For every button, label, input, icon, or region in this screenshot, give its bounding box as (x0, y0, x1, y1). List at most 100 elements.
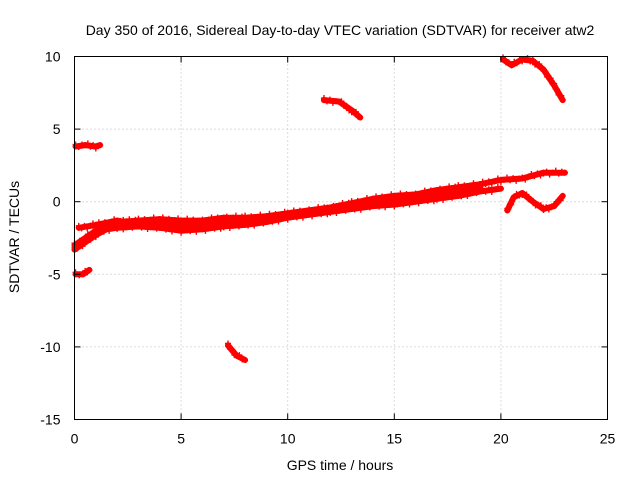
data-point (507, 177, 514, 184)
data-point (108, 218, 115, 225)
data-point (470, 180, 477, 187)
data-point (165, 222, 172, 229)
data-point (87, 236, 94, 243)
data-point (190, 216, 197, 223)
data-point (98, 221, 105, 228)
y-tick-label: 5 (53, 121, 61, 137)
data-point (366, 201, 373, 208)
data-point (373, 197, 380, 204)
data-point (150, 220, 157, 227)
data-point (75, 224, 82, 231)
series-main-band-upper (71, 167, 568, 249)
data-point (455, 189, 462, 196)
data-point (336, 205, 343, 212)
data-point (482, 181, 489, 188)
data-point (138, 223, 145, 230)
data-point (488, 188, 495, 195)
data-point (114, 217, 121, 224)
data-point (82, 239, 89, 246)
data-point (290, 210, 297, 217)
data-point (446, 183, 453, 190)
data-point (491, 186, 498, 193)
data-point (184, 221, 191, 228)
data-point (117, 223, 124, 230)
series-main-band-secondary (75, 185, 483, 232)
data-point (245, 220, 252, 227)
data-point (537, 202, 544, 209)
data-point (97, 142, 104, 149)
data-point (379, 198, 386, 205)
data-point (360, 201, 367, 208)
y-tick-label: 10 (45, 49, 61, 65)
data-point (284, 211, 291, 218)
data-point (343, 102, 350, 109)
x-tick-label: 20 (493, 431, 509, 447)
data-point (433, 187, 440, 194)
data-point (557, 197, 564, 204)
data-point (485, 178, 492, 185)
data-point (229, 219, 236, 226)
x-tick-label: 15 (387, 431, 403, 447)
data-point (540, 66, 547, 73)
data-point (101, 219, 108, 226)
data-point (233, 352, 240, 359)
data-point (470, 185, 477, 192)
data-point (211, 220, 218, 227)
data-point (208, 218, 215, 225)
data-point (415, 200, 422, 207)
data-point (260, 218, 267, 225)
data-point (376, 200, 383, 207)
data-point (352, 108, 359, 115)
data-point (226, 224, 233, 231)
x-tick-label: 10 (280, 431, 296, 447)
data-point (443, 185, 450, 192)
data-point (461, 182, 468, 189)
data-point (497, 185, 504, 192)
data-point (488, 180, 495, 187)
data-point (321, 207, 328, 214)
data-point (202, 227, 209, 234)
data-point (385, 198, 392, 205)
data-point (529, 57, 536, 64)
data-point (242, 219, 249, 226)
data-point (549, 169, 556, 176)
data-point (522, 176, 529, 183)
data-point (357, 206, 364, 213)
data-point (547, 75, 554, 82)
data-point (504, 207, 511, 214)
y-tick-label: -10 (40, 339, 60, 355)
data-point (440, 190, 447, 197)
data-point (546, 171, 553, 178)
data-point (129, 222, 136, 229)
data-point (508, 201, 515, 208)
data-point (551, 203, 558, 210)
data-point (235, 220, 242, 227)
data-point (175, 222, 182, 229)
x-tick-label: 25 (600, 431, 616, 447)
data-point (403, 195, 410, 202)
data-point (473, 188, 480, 195)
data-point (406, 201, 413, 208)
data-point (293, 213, 300, 220)
data-point (559, 192, 566, 199)
data-point (485, 186, 492, 193)
data-point (339, 203, 346, 210)
data-point (552, 167, 559, 174)
data-point (175, 215, 182, 222)
data-point (172, 223, 179, 230)
x-tick-label: 5 (177, 431, 185, 447)
data-point (430, 198, 437, 205)
data-point (320, 97, 327, 104)
data-point (248, 218, 255, 225)
y-tick-label: 0 (53, 194, 61, 210)
data-point (427, 187, 434, 194)
data-point (126, 219, 133, 226)
data-point (251, 215, 258, 222)
data-point (519, 175, 526, 182)
data-point (510, 194, 517, 201)
data-point (156, 221, 163, 228)
data-point (214, 218, 221, 225)
data-point (306, 210, 313, 217)
data-point (275, 211, 282, 218)
data-point (135, 221, 142, 228)
